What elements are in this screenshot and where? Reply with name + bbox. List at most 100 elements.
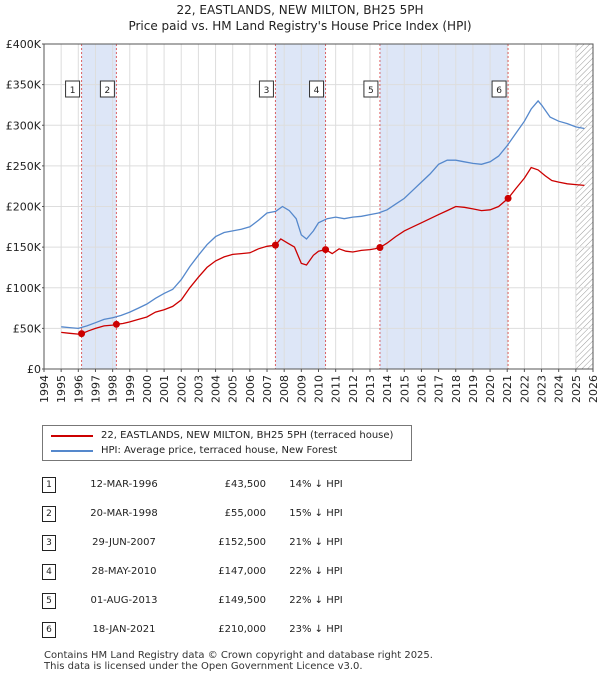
sale-badge: 3 xyxy=(42,534,56,551)
x-tick-label: 2021 xyxy=(501,375,514,403)
sale-badge: 2 xyxy=(42,505,56,522)
x-tick-label: 2000 xyxy=(141,375,154,403)
y-tick-label: £300K xyxy=(6,119,42,132)
sale-price: £210,000 xyxy=(218,624,266,635)
table-row: 1 12-MAR-1996 £43,500 14% ↓ HPI xyxy=(42,470,366,499)
sale-price: £55,000 xyxy=(224,508,266,519)
x-tick-label: 2004 xyxy=(210,375,223,403)
sale-price: £152,500 xyxy=(218,537,266,548)
table-row: 6 18-JAN-2021 £210,000 23% ↓ HPI xyxy=(42,615,366,644)
y-tick-label: £0 xyxy=(27,363,41,376)
sale-badge: 4 xyxy=(42,563,56,580)
x-tick-label: 2012 xyxy=(347,375,360,403)
sale-number-label: 4 xyxy=(314,86,320,96)
sale-hpi-diff: 15% ↓ HPI xyxy=(289,508,343,519)
y-tick-label: £150K xyxy=(6,241,42,254)
sale-date: 29-JUN-2007 xyxy=(92,537,156,548)
sale-point xyxy=(322,246,330,254)
footer-copyright: Contains HM Land Registry data © Crown c… xyxy=(44,650,433,661)
sale-badge: 6 xyxy=(42,621,56,638)
x-tick-label: 2015 xyxy=(398,375,411,403)
sale-number-box xyxy=(258,80,274,98)
sales-table: 1 12-MAR-1996 £43,500 14% ↓ HPI 2 20-MAR… xyxy=(42,470,366,644)
chart-title: 22, EASTLANDS, NEW MILTON, BH25 5PH xyxy=(176,3,424,17)
sale-number-box xyxy=(491,80,507,98)
x-tick-label: 1994 xyxy=(38,375,51,403)
table-row: 2 20-MAR-1998 £55,000 15% ↓ HPI xyxy=(42,499,366,528)
sale-number-box xyxy=(363,80,379,98)
sale-hpi-diff: 22% ↓ HPI xyxy=(289,595,343,606)
sale-number-box xyxy=(99,80,115,98)
table-row: 3 29-JUN-2007 £152,500 21% ↓ HPI xyxy=(42,528,366,557)
x-tick-label: 1997 xyxy=(89,375,102,403)
sale-number-label: 5 xyxy=(368,86,374,96)
sale-price: £43,500 xyxy=(224,479,266,490)
sale-badge: 5 xyxy=(42,592,56,609)
sale-number-label: 3 xyxy=(264,86,270,96)
x-tick-label: 2022 xyxy=(518,375,531,403)
x-tick-label: 2001 xyxy=(158,375,171,403)
sale-number-label: 1 xyxy=(70,86,76,96)
x-tick-label: 2003 xyxy=(192,375,205,403)
x-tick-label: 2016 xyxy=(415,375,428,403)
price-chart: 1 2 3 4 5 6 £0 £50K £100K £150K £200K £250K £300K £3… xyxy=(6,38,600,403)
sale-hpi-diff: 23% ↓ HPI xyxy=(289,624,343,635)
sale-date: 01-AUG-2013 xyxy=(90,595,158,606)
x-tick-label: 2014 xyxy=(381,375,394,403)
footer-licence: This data is licensed under the Open Gov… xyxy=(44,661,363,672)
sale-price: £147,000 xyxy=(218,566,266,577)
x-tick-label: 1995 xyxy=(55,375,68,403)
x-tick-label: 2007 xyxy=(261,375,274,403)
sale-date: 28-MAY-2010 xyxy=(91,566,157,577)
sale-date: 20-MAR-1998 xyxy=(90,508,158,519)
sale-hpi-diff: 21% ↓ HPI xyxy=(289,537,343,548)
x-tick-label: 2002 xyxy=(175,375,188,403)
chart-legend: 22, EASTLANDS, NEW MILTON, BH25 5PH (ter… xyxy=(42,425,412,461)
sale-point xyxy=(504,194,512,202)
sale-number-label: 2 xyxy=(105,86,111,96)
sale-date: 12-MAR-1996 xyxy=(90,479,158,490)
legend-swatch-hpi xyxy=(51,450,93,452)
x-tick-label: 2009 xyxy=(295,375,308,403)
x-tick-label: 2018 xyxy=(450,375,463,403)
table-row: 4 28-MAY-2010 £147,000 22% ↓ HPI xyxy=(42,557,366,586)
x-tick-label: 2011 xyxy=(330,375,343,403)
y-tick-label: £400K xyxy=(6,38,42,51)
x-tick-label: 2026 xyxy=(587,375,600,403)
x-tick-label: 2024 xyxy=(553,375,566,403)
x-tick-label: 2005 xyxy=(227,375,240,403)
sale-price: £149,500 xyxy=(218,595,266,606)
sale-number-box xyxy=(65,80,81,98)
legend-label-property: 22, EASTLANDS, NEW MILTON, BH25 5PH (ter… xyxy=(101,430,394,441)
y-tick-label: £100K xyxy=(6,282,42,295)
y-tick-label: £50K xyxy=(13,322,42,335)
y-tick-label: £250K xyxy=(6,160,42,173)
property-price-line xyxy=(61,166,585,335)
footer: Contains HM Land Registry data © Crown c… xyxy=(44,650,433,672)
sale-hpi-diff: 14% ↓ HPI xyxy=(289,479,343,490)
x-tick-label: 2020 xyxy=(484,375,497,403)
sale-point xyxy=(78,330,86,338)
y-tick-label: £350K xyxy=(6,79,42,92)
sale-point xyxy=(112,320,120,328)
sale-point xyxy=(376,244,384,252)
x-tick-label: 1996 xyxy=(72,375,85,403)
x-tick-label: 2006 xyxy=(244,375,257,403)
sale-hpi-diff: 22% ↓ HPI xyxy=(289,566,343,577)
sale-point xyxy=(271,241,279,249)
x-tick-label: 2013 xyxy=(364,375,377,403)
x-tick-label: 1999 xyxy=(124,375,137,403)
chart-subtitle: Price paid vs. HM Land Registry's House … xyxy=(128,19,472,33)
hpi-line xyxy=(61,99,585,330)
x-tick-label: 2010 xyxy=(313,375,326,403)
sale-badge: 1 xyxy=(42,476,56,493)
x-tick-label: 2025 xyxy=(570,375,583,403)
x-tick-label: 1998 xyxy=(107,375,120,403)
sale-number-label: 6 xyxy=(496,86,502,96)
table-row: 5 01-AUG-2013 £149,500 22% ↓ HPI xyxy=(42,586,366,615)
sale-date: 18-JAN-2021 xyxy=(92,624,156,635)
legend-label-hpi: HPI: Average price, terraced house, New … xyxy=(101,445,338,456)
x-tick-label: 2008 xyxy=(278,375,291,403)
legend-swatch-property xyxy=(51,435,93,437)
x-tick-label: 2023 xyxy=(536,375,549,403)
